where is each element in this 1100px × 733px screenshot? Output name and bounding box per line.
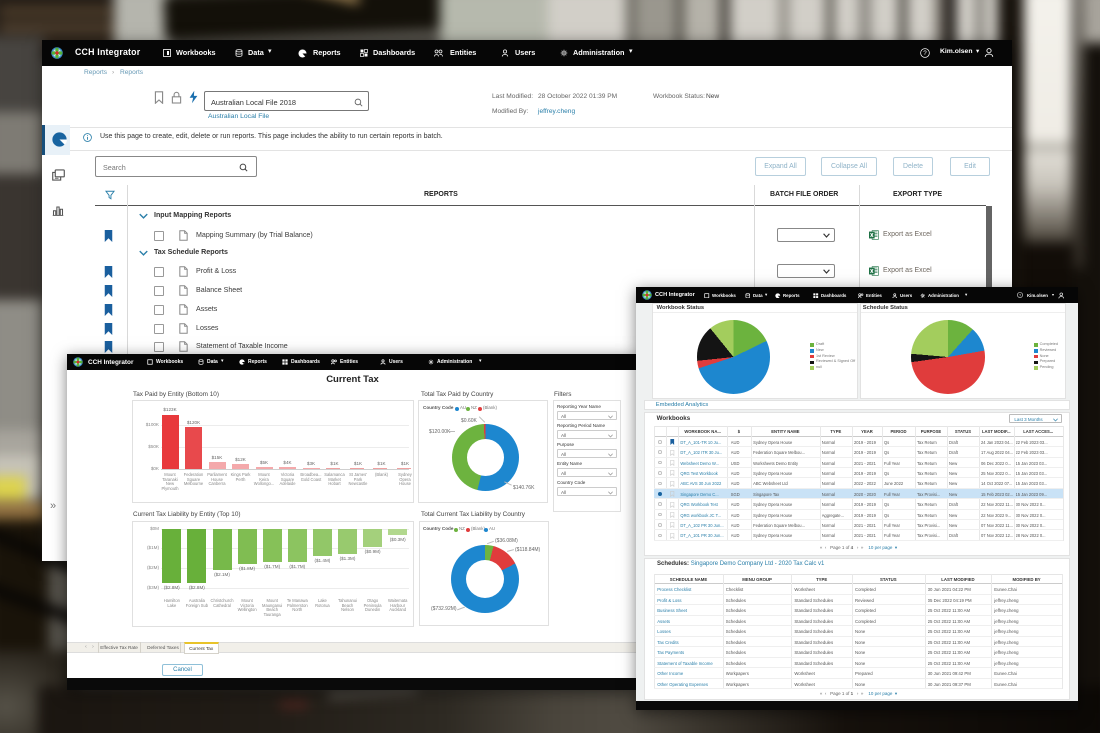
svg-text:?: ? [1019,293,1021,297]
svg-text:?: ? [923,50,927,57]
